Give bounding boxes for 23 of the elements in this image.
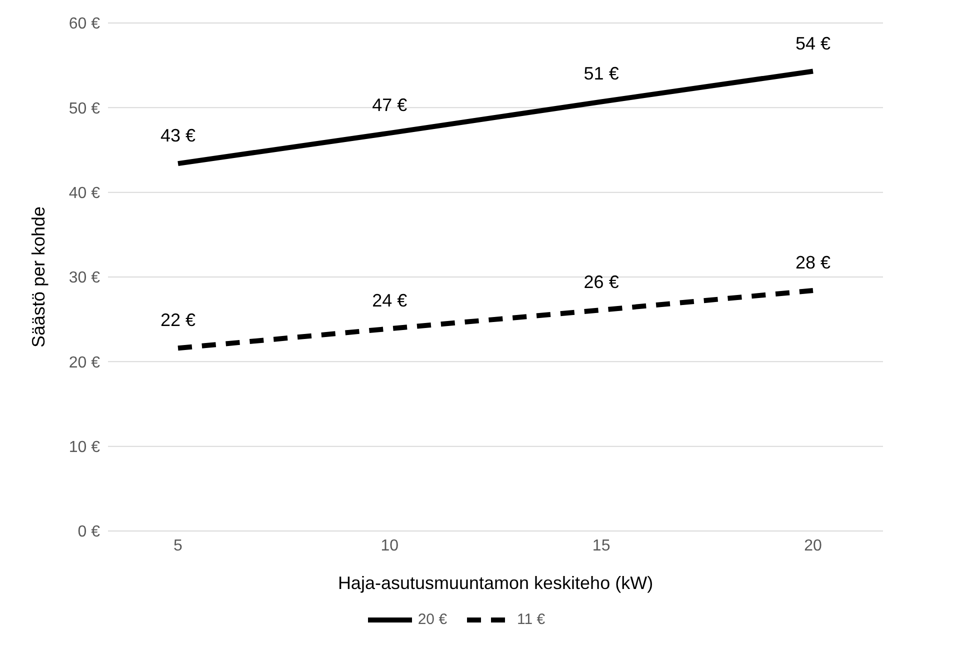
data-label: 22 € xyxy=(160,310,196,330)
data-label: 26 € xyxy=(584,272,619,292)
y-tick-label: 60 € xyxy=(68,16,100,33)
x-tick-label: 10 xyxy=(380,537,399,554)
legend-label: 20 € xyxy=(418,611,448,628)
data-label: 24 € xyxy=(372,290,408,311)
y-tick-label: 50 € xyxy=(68,100,100,118)
x-tick-label: 15 xyxy=(592,537,610,554)
y-tick-label: 40 € xyxy=(68,185,100,202)
data-label: 47 € xyxy=(372,95,408,116)
x-axis-title: Haja-asutusmuuntamon keskiteho (kW) xyxy=(338,573,654,593)
legend-label: 11 € xyxy=(517,611,546,628)
data-label: 54 € xyxy=(795,33,831,54)
data-label: 51 € xyxy=(584,64,619,84)
y-tick-label: 10 € xyxy=(68,439,100,456)
y-axis-title: Säästö per kohde xyxy=(28,206,48,348)
y-tick-label: 0 € xyxy=(78,524,100,541)
y-tick-label: 30 € xyxy=(68,270,100,287)
y-tick-label: 20 € xyxy=(68,354,100,372)
x-tick-label: 20 xyxy=(804,537,822,554)
data-label: 43 € xyxy=(160,126,196,146)
x-tick-label: 5 xyxy=(174,537,183,554)
data-label: 28 € xyxy=(795,252,831,273)
